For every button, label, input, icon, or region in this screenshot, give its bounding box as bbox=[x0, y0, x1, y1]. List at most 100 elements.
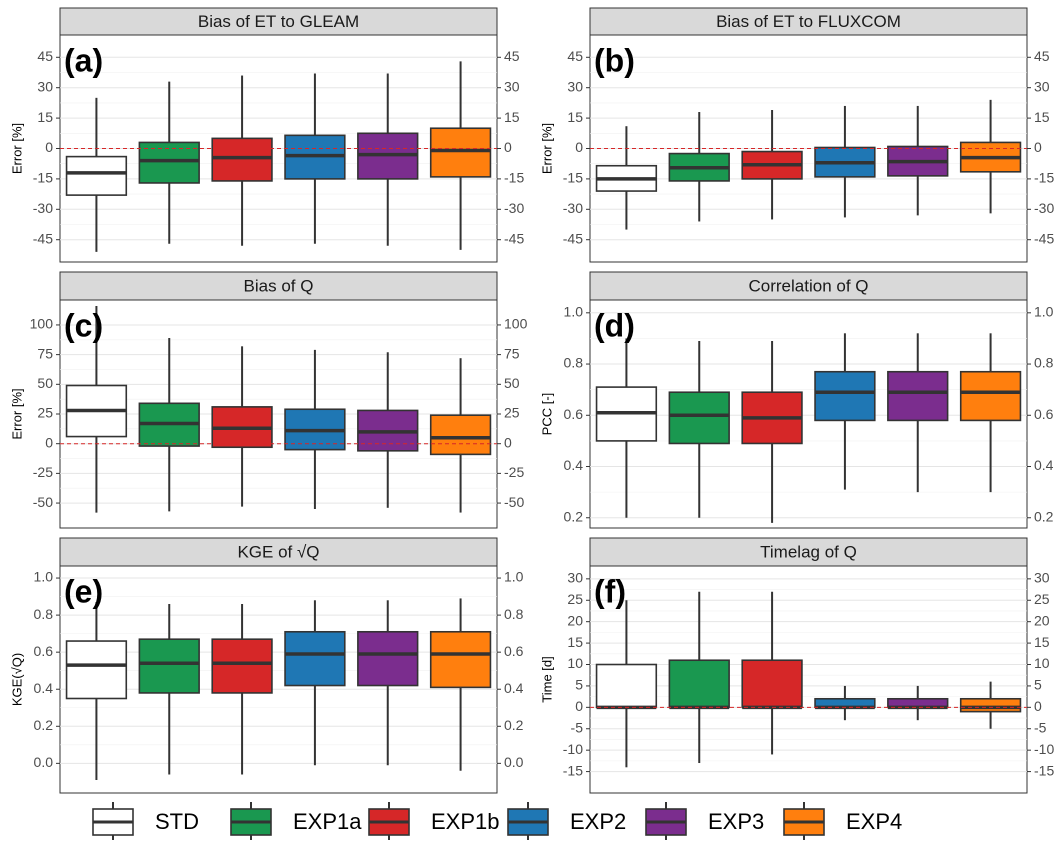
box bbox=[668, 391, 730, 445]
legend-label: EXP1b bbox=[431, 809, 500, 834]
strip bbox=[59, 7, 498, 36]
y-tick-label: 5 bbox=[575, 677, 583, 693]
box bbox=[668, 659, 730, 709]
y2-tick-label: -50 bbox=[504, 494, 524, 510]
y-tick-label: 100 bbox=[30, 316, 54, 332]
y2-tick-label: -15 bbox=[1034, 762, 1054, 778]
y-tick-label: 0.2 bbox=[564, 508, 584, 524]
y-tick-label: 0.4 bbox=[564, 457, 584, 473]
y-tick-label: 75 bbox=[37, 345, 53, 361]
y2-tick-label: 25 bbox=[504, 405, 520, 421]
box bbox=[65, 155, 128, 196]
y2-tick-label: 0.6 bbox=[504, 643, 524, 659]
y-tick-label: 0.6 bbox=[34, 643, 54, 659]
box bbox=[138, 141, 200, 184]
y2-tick-label: 15 bbox=[1034, 634, 1050, 650]
plot-area bbox=[589, 565, 1028, 794]
y2-tick-label: 45 bbox=[504, 48, 520, 64]
y2-tick-label: 0 bbox=[504, 139, 512, 155]
y-tick-label: 0.0 bbox=[34, 754, 54, 770]
panel-title: KGE of √Q bbox=[237, 542, 319, 561]
strip bbox=[59, 271, 498, 301]
legend-label: STD bbox=[155, 809, 199, 834]
y-tick-label: 45 bbox=[37, 48, 53, 64]
y2-tick-label: 0.4 bbox=[504, 680, 524, 696]
y-tick-label: -45 bbox=[33, 230, 53, 246]
y2-tick-label: 0 bbox=[504, 434, 512, 450]
box bbox=[814, 370, 876, 422]
y2-tick-label: 0.2 bbox=[1034, 508, 1054, 524]
box bbox=[357, 630, 419, 687]
y-tick-label: -30 bbox=[33, 200, 53, 216]
y-axis-label: Error [%] bbox=[539, 123, 554, 174]
y-tick-label: -30 bbox=[563, 200, 583, 216]
panel-title: Correlation of Q bbox=[749, 276, 869, 295]
y2-tick-label: 0.6 bbox=[1034, 406, 1054, 422]
plot-area bbox=[59, 565, 498, 794]
plot-area bbox=[589, 299, 1028, 529]
y2-tick-label: -45 bbox=[504, 230, 524, 246]
y2-tick-label: 5 bbox=[1034, 677, 1042, 693]
legend-label: EXP3 bbox=[708, 809, 764, 834]
legend-label: EXP1a bbox=[293, 809, 362, 834]
strip bbox=[59, 537, 498, 567]
y-tick-label: -15 bbox=[33, 170, 53, 186]
y2-tick-label: 45 bbox=[1034, 48, 1050, 64]
y-tick-label: 0.2 bbox=[34, 717, 54, 733]
y2-tick-label: 0 bbox=[1034, 698, 1042, 714]
y2-tick-label: 0.8 bbox=[504, 606, 524, 622]
panel-title: Timelag of Q bbox=[760, 542, 857, 561]
strip bbox=[589, 537, 1028, 567]
y-tick-label: 1.0 bbox=[34, 569, 54, 585]
y-tick-label: 0 bbox=[45, 139, 53, 155]
panel-title: Bias of ET to GLEAM bbox=[198, 12, 359, 31]
y-tick-label: 0 bbox=[575, 139, 583, 155]
box bbox=[595, 663, 658, 709]
y2-tick-label: 50 bbox=[504, 375, 520, 391]
box bbox=[138, 638, 200, 694]
y2-tick-label: -15 bbox=[504, 170, 524, 186]
y-tick-label: 50 bbox=[37, 375, 53, 391]
y2-tick-label: 1.0 bbox=[504, 569, 524, 585]
y-tick-label: 0.8 bbox=[34, 606, 54, 622]
box bbox=[429, 630, 492, 689]
y-tick-label: -5 bbox=[571, 719, 584, 735]
box bbox=[284, 630, 346, 687]
y2-tick-label: 30 bbox=[1034, 78, 1050, 94]
box bbox=[741, 659, 803, 709]
box bbox=[211, 638, 273, 694]
y-tick-label: 30 bbox=[37, 78, 53, 94]
y-tick-label: 0.4 bbox=[34, 680, 54, 696]
panel-label: (f) bbox=[594, 573, 626, 609]
box bbox=[65, 640, 128, 700]
y-tick-label: 25 bbox=[37, 405, 53, 421]
y2-tick-label: -25 bbox=[504, 464, 524, 480]
y2-tick-label: 0.4 bbox=[1034, 457, 1054, 473]
y-tick-label: -50 bbox=[33, 494, 53, 510]
box bbox=[429, 414, 492, 456]
y2-tick-label: 15 bbox=[1034, 109, 1050, 125]
y2-tick-label: 1.0 bbox=[1034, 304, 1054, 320]
y-tick-label: 1.0 bbox=[564, 304, 584, 320]
box bbox=[959, 370, 1022, 422]
y-axis-label: Time [d] bbox=[539, 656, 554, 702]
y-axis-label: Error [%] bbox=[9, 123, 24, 174]
y2-tick-label: -5 bbox=[1034, 719, 1047, 735]
box bbox=[959, 697, 1022, 713]
y2-tick-label: 25 bbox=[1034, 591, 1050, 607]
panel-label: (d) bbox=[594, 307, 635, 343]
y-tick-label: 15 bbox=[567, 634, 583, 650]
panel-label: (b) bbox=[594, 42, 635, 78]
y-axis-label: PCC [-] bbox=[539, 393, 554, 436]
y-tick-label: -45 bbox=[563, 230, 583, 246]
y2-tick-label: 10 bbox=[1034, 655, 1050, 671]
y-tick-label: -15 bbox=[563, 762, 583, 778]
panel-label: (a) bbox=[64, 42, 103, 78]
y-tick-label: 25 bbox=[567, 591, 583, 607]
legend-label: EXP2 bbox=[570, 809, 626, 834]
y-tick-label: -25 bbox=[33, 464, 53, 480]
y-tick-label: 0.6 bbox=[564, 406, 584, 422]
y2-tick-label: 0.8 bbox=[1034, 355, 1054, 371]
y2-tick-label: 15 bbox=[504, 109, 520, 125]
